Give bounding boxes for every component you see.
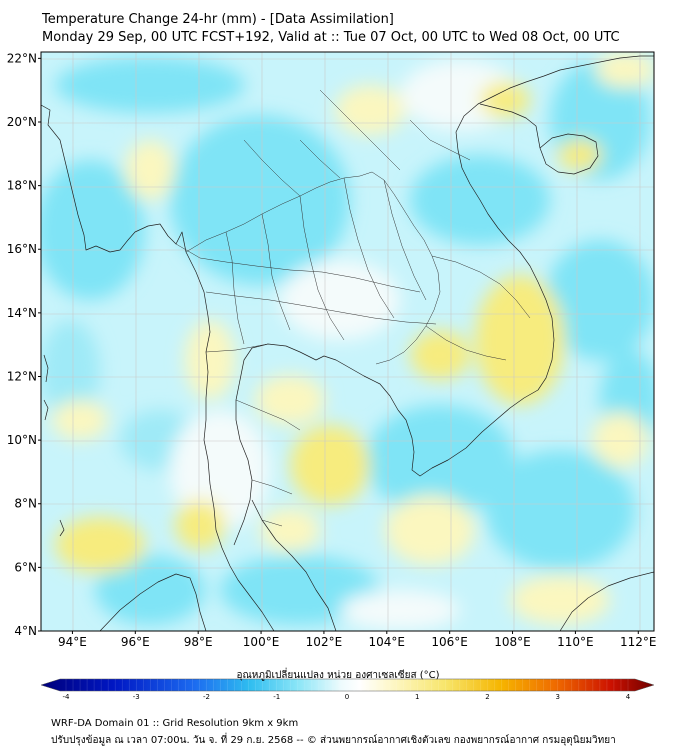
lat-label: 16°N: [7, 242, 37, 256]
footer-line-1: WRF-DA Domain 01 :: Grid Resolution 9km …: [51, 718, 299, 729]
lon-label: 96°E: [121, 635, 150, 649]
lat-label: 6°N: [14, 560, 37, 574]
lon-label: 104°E: [369, 635, 406, 649]
lat-label: 12°N: [7, 369, 37, 383]
lat-label: 8°N: [14, 497, 37, 511]
footer-line-2: ปรับปรุงข้อมูล ณ เวลา 07:00น. วัน จ. ที่…: [51, 735, 616, 746]
lon-label: 106°E: [431, 635, 468, 649]
colorbar-tick-label: -2: [203, 693, 210, 701]
graticule: [41, 52, 654, 631]
colorbar-tick-label: 3: [556, 693, 560, 701]
colorbar-tick-label: 4: [626, 693, 631, 701]
lon-label: 102°E: [306, 635, 343, 649]
lon-label: 110°E: [557, 635, 594, 649]
map-frame: [40, 51, 655, 632]
lat-label: 18°N: [7, 179, 37, 193]
lat-label: 4°N: [14, 624, 37, 638]
lon-label: 112°E: [620, 635, 657, 649]
colorbar-tick-label: -4: [63, 693, 71, 701]
colorbar-tick-label: -3: [133, 693, 140, 701]
lat-label: 20°N: [7, 115, 37, 129]
admin-borders: [175, 89, 531, 527]
longitude-labels: 94°E 96°E 98°E 100°E 102°E 104°E 106°E 108°E 110…: [58, 631, 657, 649]
map-title: Temperature Change 24-hr (mm) - [Data As…: [42, 12, 394, 27]
colorbar-tick-label: -1: [273, 693, 280, 701]
colorbar-tick-label: 0: [345, 693, 349, 701]
lon-label: 108°E: [494, 635, 531, 649]
lat-label: 10°N: [7, 433, 37, 447]
coastlines: [41, 55, 654, 631]
colorbar-tick-label: 1: [415, 693, 419, 701]
lat-label: 22°N: [7, 51, 37, 65]
lon-label: 94°E: [58, 635, 87, 649]
colorbar-bar: [40, 678, 655, 692]
lon-label: 98°E: [184, 635, 213, 649]
map-subtitle: Monday 29 Sep, 00 UTC FCST+192, Valid at…: [42, 30, 620, 45]
latitude-labels: 22°N 20°N 18°N 16°N 14°N 12°N 10°N 8°N 6°N 4°N: [7, 51, 41, 638]
colorbar-tick-label: 2: [485, 693, 489, 701]
temperature-change-field: [41, 52, 654, 631]
lat-label: 14°N: [7, 306, 37, 320]
colorbar-title: อุณหภูมิเปลี่ยนแปลง หน่วย องศาเซลเซียส (…: [236, 670, 440, 681]
lon-label: 100°E: [243, 635, 280, 649]
colorbar: -4 -3 -2 -1 0 1 2 3 4: [40, 678, 655, 701]
